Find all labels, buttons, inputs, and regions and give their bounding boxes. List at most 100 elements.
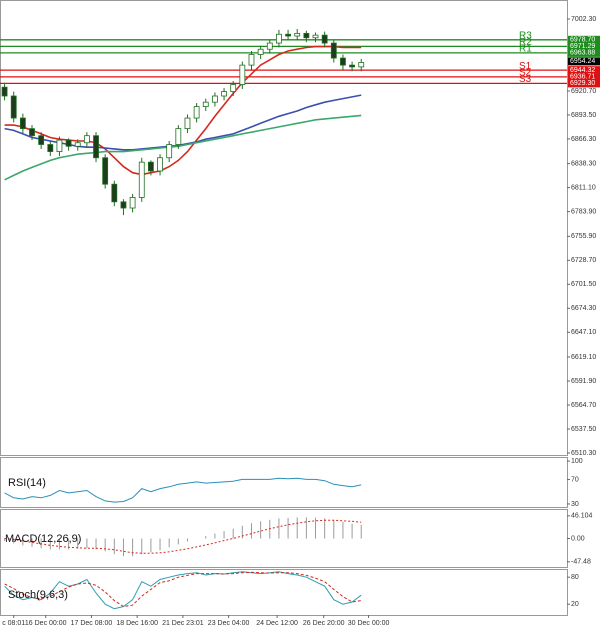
y-tick-label: 46.104 [571,513,593,520]
x-tick-label: 24 Dec 12:00 [256,620,298,627]
candle-body [102,157,109,185]
candle-body [1,86,8,97]
y-tick-label: 6619.10 [571,354,596,361]
y-tick-label: 6701.50 [571,281,596,288]
level-value-box [568,35,600,44]
candle-body [111,183,118,203]
y-tick-label: 6591.90 [571,378,596,385]
candle-body [266,42,273,50]
candle-body [257,48,264,55]
candle-body [294,32,301,37]
candle-body [129,197,136,209]
level-value-label: 6936.71 [570,74,595,81]
moving-average [4,114,362,181]
rsi-panel-frame [0,457,568,508]
candle-body [358,62,365,68]
candle-body [175,128,182,145]
candle-body [212,95,218,103]
x-tick-label: 16 Dec 00:00 [25,620,67,627]
y-tick-label: 6866.30 [571,136,596,143]
level-name: R2 [519,37,532,48]
y-tick-label: 6893.50 [571,112,596,119]
candle-body [83,135,90,144]
candle-body [330,42,337,59]
y-tick-label: 6564.70 [571,402,596,409]
level-name: R3 [519,30,532,41]
candle-body [349,64,355,68]
candle-body [56,139,63,152]
y-tick-label: 6674.30 [571,305,596,312]
y-tick-label: 6728.70 [571,257,596,264]
main-panel-frame [0,0,568,456]
candle-body [147,161,154,172]
y-tick-label: 6920.70 [571,88,596,95]
level-name: R1 [519,44,532,55]
y-tick-label: 70 [571,476,579,483]
x-tick-label: 26 Dec 20:00 [303,620,345,627]
level-value-label: 6971.29 [570,43,595,50]
level-value-label: 6978.70 [570,37,595,44]
candle-body [312,34,319,39]
indicator-line [4,571,362,610]
level-value-label: 6944.32 [570,67,595,74]
y-tick-label: 80 [571,574,579,581]
candle-body [276,33,282,44]
y-tick-label: 6811.10 [571,184,596,191]
x-tick-label: 18 Dec 16:00 [116,620,158,627]
x-tick-label: 30 Dec 00:00 [348,620,390,627]
panel-title: RSI(14) [8,477,46,489]
candle-body [93,135,99,159]
candle-body [285,33,291,37]
candle-body [29,128,35,137]
candle-body [340,57,346,66]
stoch-panel-frame [0,569,568,616]
candle-body [120,201,127,209]
candle-body [230,84,237,92]
level-value-label: 6929.30 [570,80,595,87]
level-value-box [568,48,600,57]
level-value-box [568,42,600,51]
candle-body [184,117,191,130]
indicator-line [4,571,362,608]
candle-body [138,161,145,198]
y-tick-label: 100 [571,458,583,465]
candle-body [65,139,72,147]
y-tick-label: 6510.30 [571,450,596,457]
candle-body [221,91,227,97]
current-price-box [568,57,600,66]
candle-body [38,135,45,145]
moving-average [4,45,362,176]
x-tick-label: 21 Dec 23:01 [162,620,204,627]
candle-body [303,32,310,39]
y-tick-label: 0.00 [571,535,585,542]
signal-line [4,519,362,554]
y-tick-label: 20 [571,601,579,608]
candle-body [321,34,328,44]
candle-body [19,117,26,130]
y-tick-label: -47.48 [571,559,591,566]
y-tick-label: 6783.90 [571,208,596,215]
level-name: S3 [519,74,532,85]
y-tick-label: 6537.50 [571,426,596,433]
x-tick-label: 17 Dec 08:00 [71,620,113,627]
moving-average [4,94,362,151]
panel-title: MACD(12,26,9) [5,533,81,545]
candle-body [239,64,246,85]
y-tick-label: 6755.90 [571,233,596,240]
indicator-line [4,477,362,503]
y-tick-label: 6838.30 [571,160,596,167]
candle-body [248,54,255,66]
candle-body [74,142,81,147]
level-name: S2 [519,67,532,78]
level-value-box [568,66,600,75]
level-value-box [568,72,600,81]
current-price-label: 6954.24 [570,58,595,65]
x-tick-label: 23 Dec 04:00 [208,620,250,627]
y-tick-label: 6647.10 [571,329,596,336]
candle-body [10,95,17,119]
level-value-box [568,79,600,88]
candle-body [157,157,163,172]
candle-body [202,101,209,107]
level-name: S1 [519,61,532,72]
